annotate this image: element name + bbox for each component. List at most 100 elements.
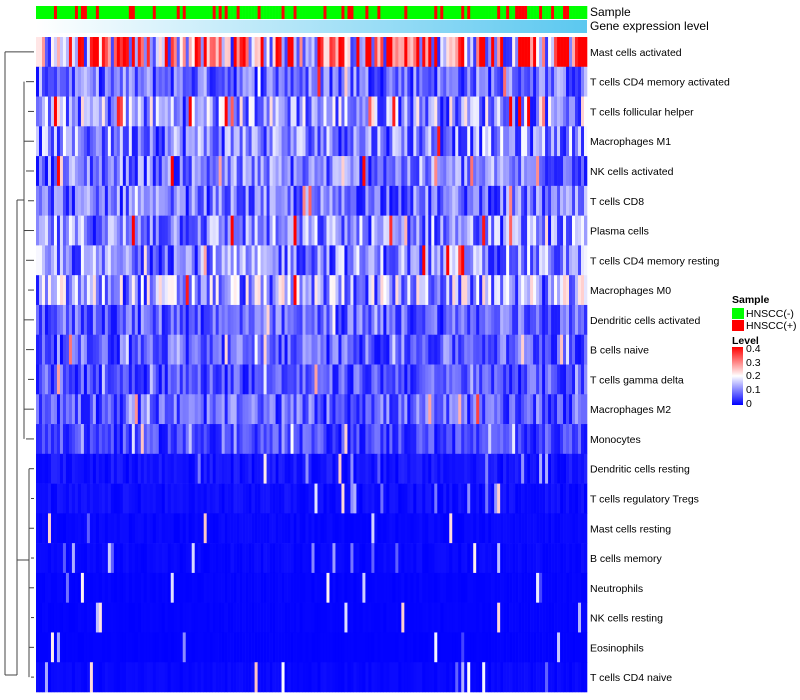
heatmap-cell (269, 394, 273, 425)
heatmap-cell (446, 215, 450, 246)
heatmap-cell (164, 483, 169, 514)
heatmap-cell (89, 334, 94, 365)
heatmap-cell (62, 453, 67, 484)
heatmap-cell (476, 185, 480, 216)
heatmap-cell (443, 394, 447, 425)
heatmap-cell (557, 543, 561, 574)
heatmap-cell (419, 543, 423, 574)
heatmap-cell (95, 215, 100, 246)
heatmap-cell (503, 215, 507, 246)
heatmap-cell (146, 156, 151, 187)
heatmap-cell (572, 185, 576, 216)
heatmap-cell (494, 66, 498, 97)
heatmap-cell (146, 632, 151, 663)
heatmap-cell (371, 126, 375, 157)
heatmap-cell (209, 632, 213, 663)
heatmap-cell (221, 424, 225, 455)
heatmap-cell (101, 453, 106, 484)
heatmap-cell (560, 572, 564, 603)
heatmap-cell (395, 364, 399, 395)
heatmap-cell (443, 543, 447, 574)
heatmap-cell (74, 453, 79, 484)
heatmap-cell (254, 245, 258, 276)
heatmap-cell (347, 513, 351, 544)
heatmap-cell (47, 453, 52, 484)
heatmap-cell (245, 394, 249, 425)
heatmap-cell (404, 96, 408, 127)
heatmap-cell (533, 215, 537, 246)
heatmap-cell (110, 632, 115, 663)
heatmap-cell (359, 364, 363, 395)
heatmap-cell (311, 66, 315, 97)
heatmap-cell (560, 215, 564, 246)
heatmap-cell (380, 602, 384, 633)
heatmap-cell (572, 156, 576, 187)
sample-annotation-cell (542, 6, 546, 19)
heatmap-cell (449, 215, 453, 246)
heatmap-cell (569, 602, 573, 633)
heatmap-cell (161, 662, 166, 693)
heatmap-cell (533, 543, 537, 574)
heatmap-cell (350, 453, 354, 484)
heatmap-cell (509, 632, 513, 663)
heatmap-cell (167, 632, 172, 663)
heatmap-cell (212, 543, 216, 574)
heatmap-cell (476, 245, 480, 276)
heatmap-cell (524, 453, 528, 484)
heatmap-cell (185, 364, 190, 395)
heatmap-cell (158, 334, 163, 365)
heatmap-cell (548, 572, 552, 603)
heatmap-cell (458, 245, 462, 276)
heatmap-cell (275, 572, 279, 603)
heatmap-cell (152, 304, 157, 336)
heatmap-cell (80, 483, 85, 514)
heatmap-cell (116, 66, 121, 97)
heatmap-cell (494, 215, 498, 246)
heatmap-cell (47, 662, 52, 693)
sample-annotation-cell (464, 6, 468, 19)
heatmap-cell (500, 453, 504, 484)
heatmap-cell (59, 304, 64, 336)
heatmap-cell (65, 483, 70, 514)
heatmap-cell (113, 424, 118, 455)
heatmap-cell (53, 66, 58, 97)
heatmap-cell (374, 215, 378, 246)
heatmap-cell (125, 185, 130, 216)
heatmap-cell (422, 513, 426, 544)
heatmap-cell (389, 334, 393, 365)
heatmap-cell (140, 126, 145, 157)
heatmap-cell (254, 185, 258, 216)
heatmap-cell (491, 572, 495, 603)
heatmap-cell (512, 96, 516, 127)
heatmap-cell (515, 483, 519, 514)
heatmap-cell (434, 572, 438, 603)
heatmap-cell (353, 632, 357, 663)
sample-annotation-cell (515, 6, 519, 19)
heatmap-cell (188, 543, 193, 574)
heatmap-cell (488, 453, 492, 484)
heatmap-cell (566, 424, 570, 455)
heatmap-cell (437, 245, 441, 276)
heatmap-cell (191, 275, 196, 306)
heatmap-cell (581, 483, 585, 514)
heatmap-cell (449, 304, 453, 336)
heatmap-cell (152, 543, 157, 574)
heatmap-cell (107, 572, 112, 603)
heatmap-cell (227, 275, 231, 306)
heatmap-cell (386, 245, 390, 276)
heatmap-cell (287, 394, 291, 425)
heatmap-cell (59, 394, 64, 425)
heatmap-cell (215, 513, 219, 544)
heatmap-cell (401, 483, 405, 514)
heatmap-cell (551, 483, 555, 514)
heatmap-cell (494, 275, 498, 306)
heatmap-cell (134, 185, 139, 216)
heatmap-cell (251, 483, 255, 514)
heatmap-cell (494, 304, 498, 336)
heatmap-cell (254, 126, 258, 157)
heatmap-cell (344, 304, 348, 336)
sample-annotation-cell (434, 6, 438, 19)
heatmap-cell (416, 185, 420, 216)
heatmap-cell (548, 215, 552, 246)
heatmap-cell (542, 632, 546, 663)
